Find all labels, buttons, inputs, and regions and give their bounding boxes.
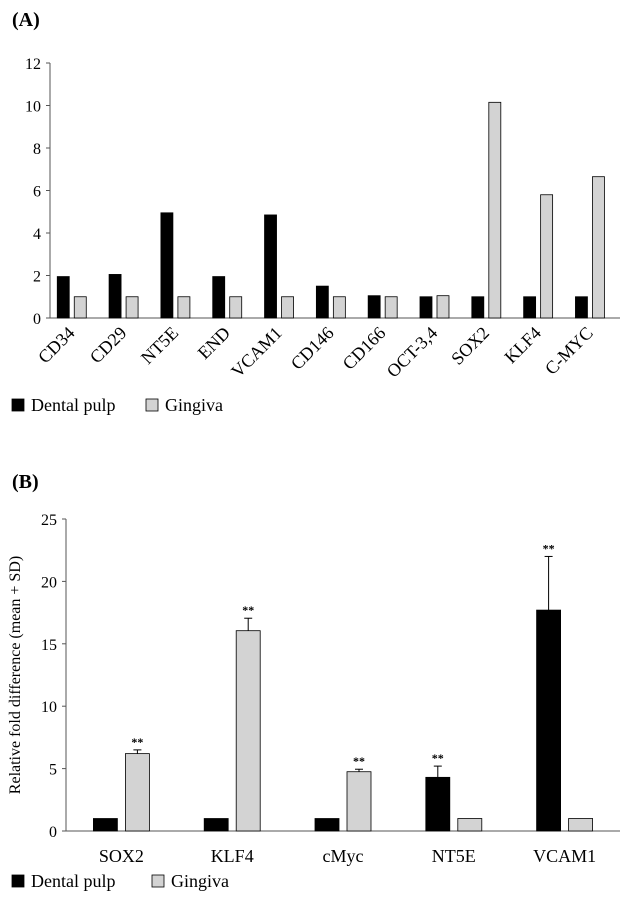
bar-gingiva: [457, 818, 483, 832]
legend-swatch: [151, 874, 165, 888]
y-tick-label: 5: [49, 762, 57, 779]
x-tick-label: VCAM1: [227, 323, 286, 382]
bar-dental-pulp: [314, 818, 340, 832]
bar-gingiva: [177, 296, 191, 319]
legend-label: Dental pulp: [31, 871, 115, 891]
bar-dental-pulp: [523, 296, 537, 319]
y-tick-label: 4: [33, 226, 41, 243]
bar-gingiva: [125, 296, 139, 319]
bar-dental-pulp: [203, 818, 229, 832]
x-tick-label: KLF4: [500, 323, 545, 368]
x-tick-label: CD34: [34, 323, 79, 368]
x-tick-label: CD166: [339, 323, 390, 374]
bar-dental-pulp: [471, 296, 485, 319]
bar-gingiva: [235, 630, 261, 832]
x-tick-label: VCAM1: [533, 846, 596, 866]
bar-dental-pulp: [575, 296, 588, 319]
bar-dental-pulp: [93, 818, 118, 832]
significance-marker: **: [353, 754, 365, 768]
bar-gingiva: [540, 194, 554, 319]
chart-panel-b: (B) 0 5 10 15 20 25 Relative fold difference (m…: [7, 471, 620, 891]
bar-dental-pulp: [315, 285, 329, 319]
bar-dental-pulp: [212, 276, 226, 319]
x-tick-label: END: [194, 323, 234, 363]
y-tick-label: 12: [25, 56, 41, 73]
y-tick-label: 2: [33, 269, 41, 286]
y-tick-label: 6: [33, 184, 41, 201]
y-tick-label: 20: [41, 574, 57, 591]
bar-gingiva: [125, 753, 150, 832]
bar-dental-pulp: [56, 276, 70, 319]
bar-dental-pulp: [108, 274, 122, 319]
bar-dental-pulp: [419, 296, 433, 319]
x-tick-label: CD29: [86, 323, 131, 368]
y-tick-label: 10: [41, 699, 57, 716]
x-tick-label: SOX2: [447, 323, 493, 369]
legend-label: Gingiva: [171, 871, 229, 891]
y-tick-label: 10: [25, 99, 41, 116]
x-tick-label: C-MYC: [541, 323, 597, 379]
y-tick-label: 15: [41, 637, 57, 654]
x-tick-label: OCT-3,4: [383, 323, 442, 382]
x-tick-label: cMyc: [323, 846, 364, 866]
bar-gingiva: [592, 176, 605, 319]
y-tick-label: 0: [49, 824, 57, 841]
panel-label: (B): [12, 471, 39, 493]
significance-marker: **: [432, 751, 444, 765]
y-tick-label: 0: [33, 311, 41, 328]
bar-gingiva: [384, 296, 398, 319]
bar-gingiva: [73, 296, 87, 319]
x-tick-label: CD146: [287, 323, 338, 374]
legend-swatch: [145, 398, 159, 412]
legend-swatch: [11, 398, 25, 412]
bar-dental-pulp: [536, 609, 561, 832]
legend-label: Dental pulp: [31, 395, 115, 415]
significance-marker: **: [131, 735, 143, 749]
bar-dental-pulp: [264, 214, 277, 319]
bar-dental-pulp: [367, 295, 381, 319]
bar-gingiva: [568, 818, 593, 832]
bar-gingiva: [346, 771, 372, 832]
y-tick-label: 25: [41, 512, 57, 529]
x-tick-label: SOX2: [99, 846, 144, 866]
significance-marker: **: [242, 603, 254, 617]
legend-swatch: [11, 874, 25, 888]
bar-gingiva: [281, 296, 294, 319]
bar-dental-pulp: [425, 776, 451, 832]
bar-gingiva: [229, 296, 243, 319]
y-axis-title: Relative fold difference (mean + SD): [7, 556, 24, 794]
legend-label: Gingiva: [165, 395, 223, 415]
x-tick-label: NT5E: [137, 323, 182, 368]
bar-gingiva: [332, 296, 346, 319]
bar-dental-pulp: [160, 212, 174, 319]
bar-gingiva: [488, 101, 502, 319]
y-tick-label: 8: [33, 141, 41, 158]
x-tick-label: KLF4: [211, 846, 254, 866]
panel-label: (A): [12, 9, 40, 31]
significance-marker: **: [543, 541, 555, 555]
x-tick-label: NT5E: [432, 846, 476, 866]
bar-gingiva: [436, 295, 450, 319]
